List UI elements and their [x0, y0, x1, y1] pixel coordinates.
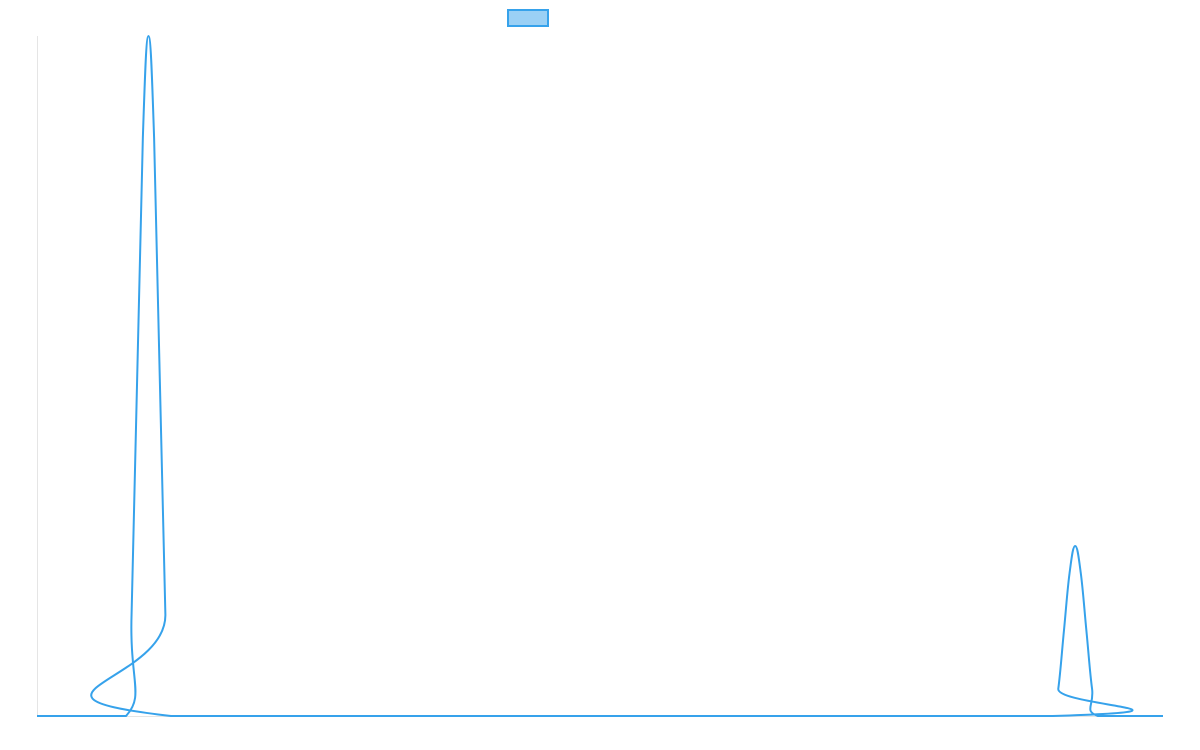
series-line-0 — [37, 34, 1163, 718]
legend-swatch[interactable] — [507, 9, 549, 27]
